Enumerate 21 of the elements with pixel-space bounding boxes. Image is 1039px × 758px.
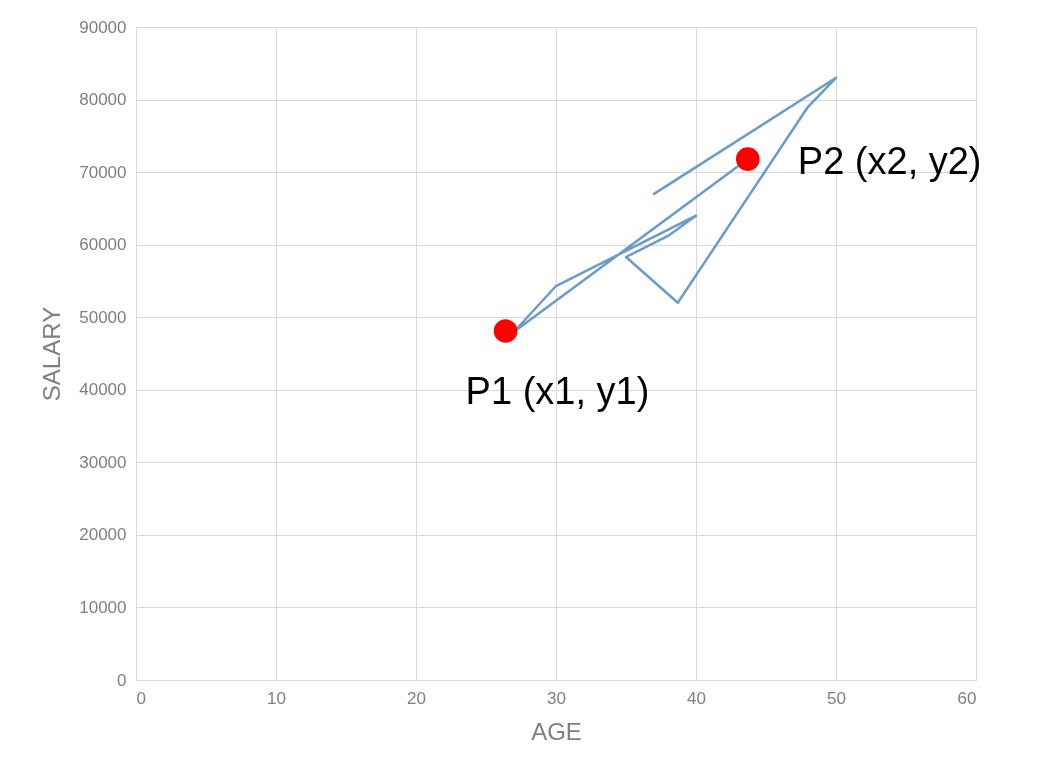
y-axis-title: SALARY bbox=[38, 306, 66, 402]
y-tick-label: 10000 bbox=[79, 597, 127, 617]
x-tick-label: 50 bbox=[827, 688, 846, 708]
y-tick-label: 0 bbox=[117, 670, 127, 690]
x-tick-label: 40 bbox=[687, 688, 706, 708]
y-tick-label: 40000 bbox=[79, 380, 127, 400]
y-tick-label: 20000 bbox=[79, 525, 127, 545]
x-tick-label: 0 bbox=[136, 688, 146, 708]
y-tick-label: 70000 bbox=[79, 162, 127, 182]
y-tick-label: 50000 bbox=[79, 307, 127, 327]
y-tick-label: 80000 bbox=[79, 90, 127, 110]
annotation: P1 (x1, y1) bbox=[465, 370, 650, 413]
x-tick-label: 10 bbox=[267, 688, 286, 708]
y-tick-label: 30000 bbox=[79, 452, 127, 472]
y-tick-label: 90000 bbox=[79, 17, 127, 37]
x-tick-label: 60 bbox=[957, 688, 977, 708]
y-tick-label: 60000 bbox=[79, 235, 127, 255]
x-tick-label: 30 bbox=[547, 688, 566, 708]
annotation: P2 (x2, y2) bbox=[797, 140, 982, 183]
x-axis-title: AGE bbox=[531, 717, 582, 745]
x-tick-label: 20 bbox=[407, 688, 426, 708]
